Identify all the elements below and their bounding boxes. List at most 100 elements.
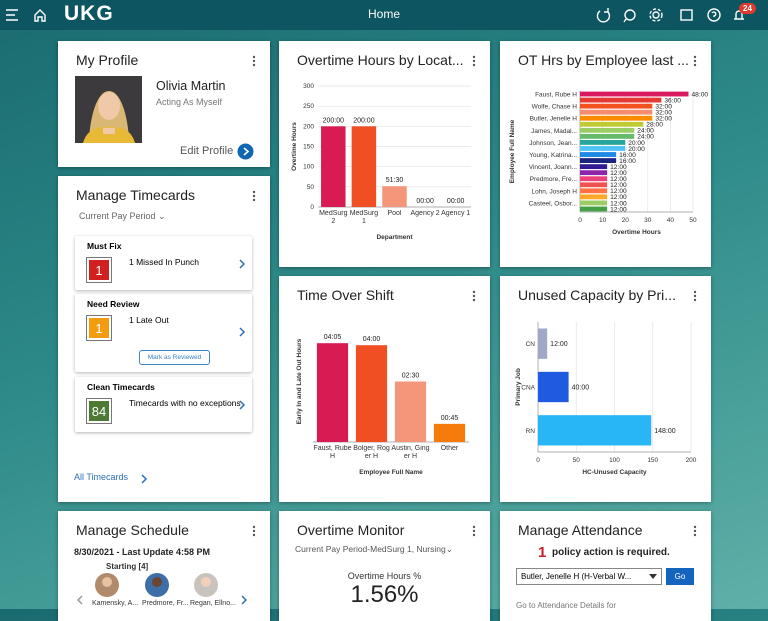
- bar: [580, 194, 608, 200]
- all-timecards-link[interactable]: All Timecards: [74, 472, 129, 482]
- value-label: 12:00: [610, 170, 627, 177]
- home-icon[interactable]: [33, 8, 47, 22]
- x-tick-label-box: Other: [441, 445, 459, 452]
- count-badge: 84: [86, 398, 112, 424]
- bar: [580, 115, 653, 121]
- value-label: 12:00: [610, 176, 627, 183]
- period-dropdown[interactable]: Current Pay Period ⌄: [79, 211, 166, 221]
- logo[interactable]: UKG: [64, 2, 114, 25]
- my-profile-card: My Profile Olivia Martin Acting As Mysel…: [58, 41, 270, 167]
- x-tick-label: Bolger, Roger H: [353, 445, 390, 460]
- bar: [580, 121, 644, 127]
- value-label: 00:00: [447, 198, 465, 205]
- x-tick-label: Pool: [387, 210, 402, 217]
- value-label: 51:30: [386, 177, 404, 184]
- y-axis-title: Overtime Hours: [291, 122, 298, 171]
- attendance-link[interactable]: Go to Attendance Details for: [516, 601, 617, 610]
- card-title: My Profile: [76, 52, 139, 68]
- x-tick-label: 20: [622, 217, 630, 224]
- bar: [394, 381, 427, 442]
- kebab-menu[interactable]: [472, 525, 476, 537]
- kebab-menu[interactable]: [693, 525, 697, 537]
- filter-dropdown[interactable]: Current Pay Period-MedSurg 1, Nursing⌄: [295, 544, 453, 554]
- select-text: Butler, Jenelle H (H-Verbal W...: [521, 572, 632, 581]
- chevron: [141, 474, 148, 484]
- bar: [580, 170, 608, 176]
- x-tick-label: Agency 2: [410, 210, 440, 217]
- chart: 04:05 Faust, Rube H 04:00 Bolger, Roger H 02…: [296, 334, 469, 476]
- chart-card: Overtime Hours by Locat... 0 50 100 150 200 2…: [279, 41, 490, 267]
- profile-photo: [75, 76, 142, 143]
- x-tick-label: 200: [686, 457, 697, 464]
- x-tick-label: 0: [578, 217, 582, 224]
- card-title: Time Over Shift: [297, 287, 394, 303]
- y-tick-label: CNA: [521, 385, 535, 392]
- mark-reviewed-button[interactable]: Mark as Reviewed: [139, 350, 210, 365]
- policy-count: 1: [538, 544, 547, 561]
- y-tick-label: 50: [307, 184, 315, 191]
- y-axis-title: Early In and Late Out Hours: [296, 338, 303, 424]
- bar: [580, 146, 626, 151]
- x-tick-label-box: Pool: [387, 210, 402, 217]
- go-button[interactable]: Go: [666, 568, 694, 585]
- card-title: Overtime Hours by Locat...: [297, 52, 464, 68]
- arrow-button[interactable]: [237, 143, 254, 160]
- next-arrow[interactable]: [240, 594, 248, 606]
- tile-label: Must Fix: [87, 241, 122, 251]
- must-fix-tile[interactable]: Must Fix 1 1 Missed In Punch: [75, 236, 252, 290]
- chart-card: Time Over Shift 04:05 Faust, Rube H 04:00 B…: [279, 276, 490, 502]
- menu-icon[interactable]: [6, 9, 20, 21]
- kebab-menu[interactable]: [252, 190, 256, 202]
- tile-text: Timecards with no exceptions: [129, 398, 241, 408]
- card-title: Unused Capacity by Pri...: [518, 287, 676, 303]
- kebab-menu[interactable]: [472, 55, 476, 67]
- kebab-menu[interactable]: [252, 55, 256, 67]
- value-label: 32:00: [655, 116, 672, 123]
- y-tick-label: Young, Katrina...: [529, 152, 577, 159]
- y-tick-label: 0: [310, 204, 314, 211]
- y-tick-label: 100: [303, 164, 314, 171]
- toolbar-icons[interactable]: [596, 7, 746, 25]
- bar: [580, 140, 626, 145]
- manage-schedule-card: Manage Schedule 8/30/2021 - Last Update …: [58, 511, 270, 621]
- notification-badge[interactable]: 24: [739, 3, 756, 14]
- value-label: 12:00: [610, 188, 627, 195]
- y-tick-label: Predmore, Fre...: [530, 176, 578, 183]
- clean-timecards-tile[interactable]: Clean Timecards 84 Timecards with no exc…: [75, 377, 252, 432]
- kebab-menu[interactable]: [252, 525, 256, 537]
- y-axis-title: Primary Job: [515, 368, 522, 406]
- x-tick-label-box: MedSurg 2: [319, 210, 347, 225]
- kebab-menu[interactable]: [472, 290, 476, 302]
- bar: [316, 343, 349, 442]
- person-name: Predmore, Fr...: [142, 600, 189, 607]
- x-tick-label: Agency 1: [441, 210, 471, 217]
- manage-timecards-card: Manage Timecards Current Pay Period ⌄ Mu…: [58, 176, 270, 502]
- select-caret: [649, 574, 657, 579]
- bar: [538, 415, 652, 446]
- chevron: [239, 327, 246, 337]
- schedule-group: Starting [4]: [106, 562, 149, 571]
- need-review-tile[interactable]: Need Review 1 1 Late Out Mark as Reviewe…: [75, 294, 252, 372]
- y-tick-label: Vincent, Joann...: [529, 164, 577, 171]
- bar: [580, 91, 689, 97]
- y-tick-label: 300: [303, 83, 314, 90]
- y-tick-label: 250: [303, 103, 314, 110]
- prev-arrow[interactable]: [76, 594, 84, 606]
- x-tick-label-box: Agency 1: [441, 210, 471, 217]
- value-label: 02:30: [402, 373, 420, 380]
- bar: [433, 423, 466, 442]
- x-tick-label: 50: [689, 217, 697, 224]
- top-bar: UKG Home 24: [0, 0, 768, 30]
- y-tick-label: Faust, Rube H: [535, 92, 577, 99]
- employee-select[interactable]: Butler, Jenelle H (H-Verbal W...: [516, 568, 662, 585]
- bar: [580, 164, 608, 170]
- avatars: [95, 573, 218, 597]
- kebab-menu[interactable]: [693, 290, 697, 302]
- kebab-menu[interactable]: [693, 55, 697, 67]
- x-tick-label: Austin, Ginger H: [391, 445, 430, 460]
- edit-profile-link[interactable]: Edit Profile: [180, 145, 234, 157]
- x-tick-label: 50: [573, 457, 581, 464]
- card-title: Manage Schedule: [76, 522, 189, 538]
- chart: 0 50 100 150 200 250 300 200:00 MedSurg 2 200:00 M…: [291, 83, 471, 241]
